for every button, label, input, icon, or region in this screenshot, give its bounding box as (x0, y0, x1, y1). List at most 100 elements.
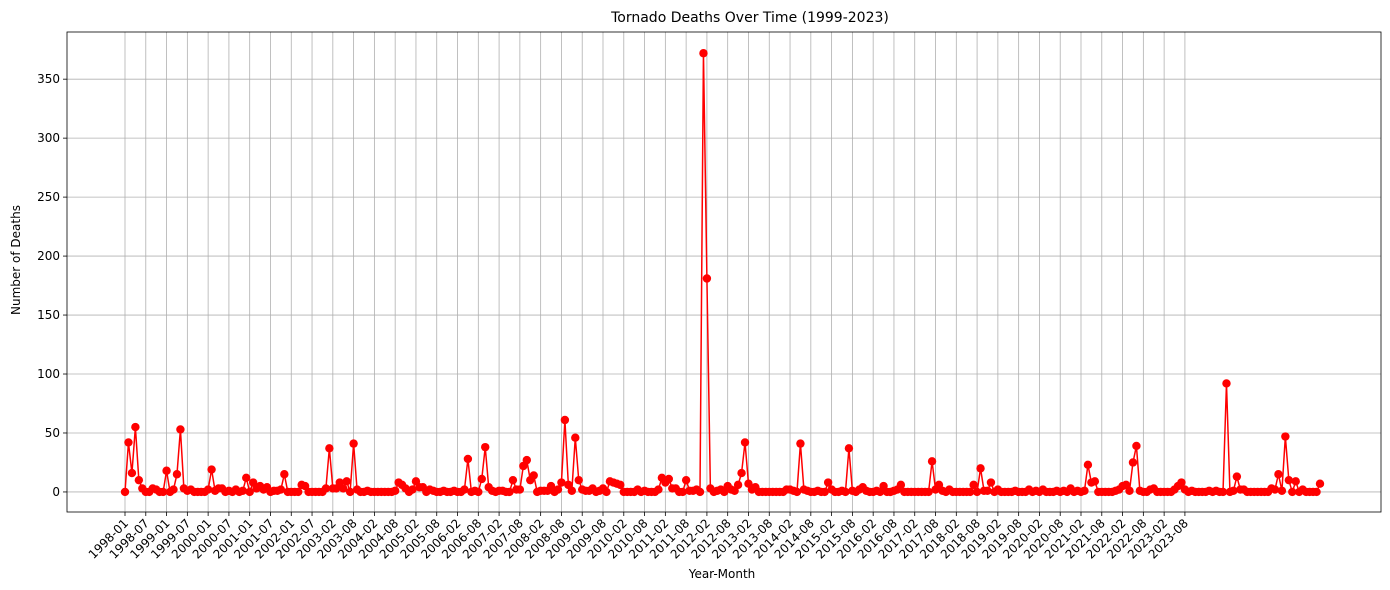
data-point (349, 439, 358, 448)
data-point (238, 486, 247, 495)
data-point (339, 484, 348, 493)
data-point (983, 486, 992, 495)
y-tick-label: 250 (37, 190, 60, 204)
data-point (1277, 486, 1287, 495)
data-point (463, 454, 473, 464)
data-point (574, 475, 583, 485)
data-point (986, 478, 996, 487)
data-point (345, 487, 355, 497)
data-point (1090, 477, 1100, 486)
x-axis-label: Year-Month (688, 567, 756, 581)
data-point (1281, 432, 1290, 441)
data-point (557, 478, 566, 487)
data-point (408, 485, 417, 494)
data-point (120, 487, 130, 497)
data-point (242, 473, 251, 482)
data-point (321, 484, 331, 493)
data-point (664, 474, 674, 484)
data-point (529, 471, 538, 480)
data-point (172, 470, 182, 479)
data-point (616, 480, 625, 490)
data-point (560, 415, 570, 425)
data-point (924, 487, 933, 497)
data-point (1291, 477, 1300, 486)
data-point (1270, 485, 1280, 494)
data-point (896, 480, 906, 490)
y-axis-label: Number of Deaths (9, 205, 23, 315)
data-point (325, 444, 334, 453)
data-point (1222, 379, 1231, 388)
data-point (702, 274, 712, 283)
data-point (1284, 475, 1294, 485)
data-point (796, 439, 805, 448)
y-tick-label: 150 (37, 308, 60, 322)
data-point (477, 474, 486, 484)
data-point (508, 475, 518, 485)
data-point (124, 438, 133, 447)
data-point (131, 422, 140, 432)
data-point (740, 438, 750, 447)
data-point (276, 485, 286, 494)
data-point (474, 487, 483, 497)
data-point (681, 475, 691, 485)
data-point (823, 478, 833, 487)
data-point (1083, 460, 1093, 470)
axes-layer (63, 31, 1382, 516)
data-point (342, 477, 351, 486)
y-tick-label: 0 (52, 485, 60, 499)
data-point (1288, 487, 1297, 497)
data-point (1177, 478, 1186, 487)
data-point (515, 485, 525, 494)
y-tick-label: 100 (37, 367, 60, 381)
data-point (602, 487, 611, 497)
data-point (293, 487, 303, 497)
data-point (481, 442, 490, 452)
data-point (158, 487, 168, 497)
data-point (792, 487, 802, 497)
data-point (737, 468, 746, 478)
y-tick-label: 300 (37, 131, 60, 145)
y-tick-label: 350 (37, 72, 60, 86)
data-point (1218, 487, 1228, 497)
data-point (733, 480, 743, 490)
data-point (207, 465, 216, 474)
data-point (1232, 472, 1242, 481)
data-point (505, 487, 514, 497)
data-point (1315, 479, 1325, 488)
data-point (844, 444, 854, 453)
data-point (280, 470, 289, 479)
data-point (969, 480, 978, 490)
data-point (1132, 441, 1141, 451)
data-point (176, 425, 185, 434)
data-point (1128, 458, 1138, 467)
data-point (1229, 486, 1238, 495)
data-point (841, 487, 850, 497)
data-point (1274, 470, 1283, 479)
data-point (162, 466, 171, 475)
y-tick-label: 50 (45, 426, 60, 440)
data-point (169, 485, 178, 494)
data-point (965, 487, 975, 497)
data-point (127, 468, 137, 478)
data-points-layer (120, 49, 1325, 497)
chart-title: Tornado Deaths Over Time (1999-2023) (610, 10, 889, 26)
grid-layer (67, 32, 1381, 512)
data-point (699, 49, 708, 58)
data-point (460, 485, 469, 494)
data-point (553, 485, 563, 494)
data-point (1080, 486, 1089, 495)
data-point (695, 487, 705, 497)
data-point (571, 433, 580, 442)
data-point (1125, 486, 1134, 495)
data-point (654, 485, 663, 494)
data-point (976, 464, 985, 473)
data-point (245, 487, 254, 497)
y-tick-labels: 0 50 100 150 200 250 300 350 (37, 72, 60, 499)
data-point (134, 475, 144, 485)
data-point (678, 487, 687, 497)
data-point (972, 487, 982, 497)
data-point (820, 487, 829, 497)
plot-frame (66, 31, 1382, 513)
data-point (390, 486, 400, 495)
